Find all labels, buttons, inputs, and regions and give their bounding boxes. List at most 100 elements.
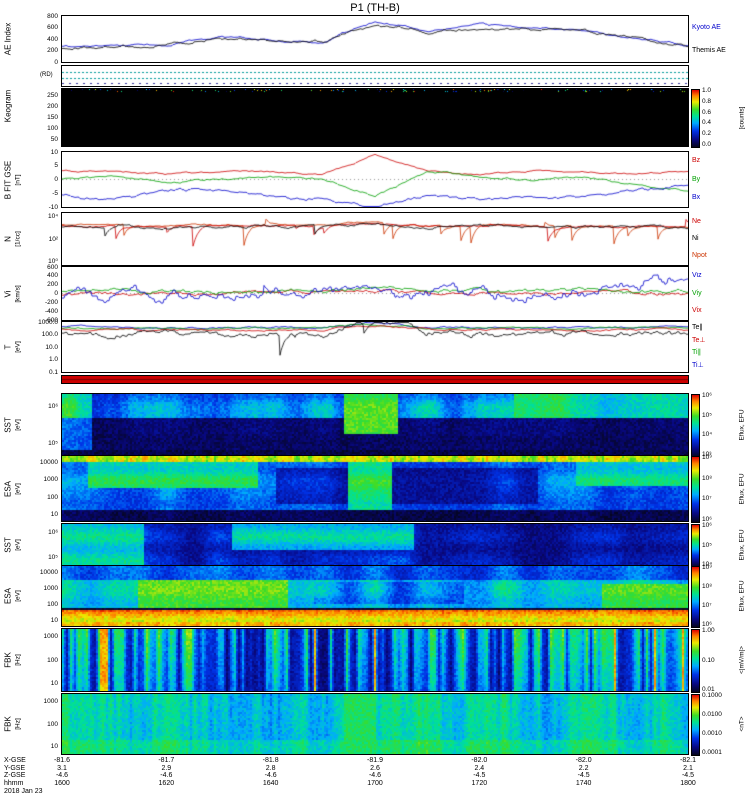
cbar-unit-fbk_e: <|mV/m|> bbox=[738, 646, 746, 674]
legend-temperature-Te: Te⊥ bbox=[692, 336, 706, 344]
axis-value-y-gse-0: 3.1 bbox=[57, 764, 67, 772]
axis-value-y-gse-5: 2.2 bbox=[578, 764, 589, 772]
ylabel-esa_i: ESA bbox=[3, 587, 13, 605]
ytick-esa_e: 1000 bbox=[43, 476, 58, 484]
yunit-esa_e: [eV] bbox=[14, 482, 22, 495]
ylabel-fbk_e: FBK bbox=[3, 652, 13, 668]
sst_e-plot-canvas bbox=[62, 394, 688, 456]
axis-row-label-z-gse: Z-GSE bbox=[4, 772, 26, 779]
ytick-fbk_e: 10 bbox=[50, 680, 58, 688]
ytick-esa_i: 10000 bbox=[39, 568, 58, 576]
esa_e-plot-canvas bbox=[62, 456, 688, 521]
fbk_b-plot-canvas bbox=[62, 694, 688, 754]
cbar-tick-fbk_e: 0.01 bbox=[702, 685, 715, 693]
axis-value-x-gse-2: -81.8 bbox=[262, 757, 279, 764]
cbar-unit-esa_i: Eflux, EFU bbox=[738, 580, 746, 612]
cbar-tick-esa_e: 10⁷ bbox=[702, 495, 712, 503]
axis-value-y-gse-1: 2.9 bbox=[161, 764, 172, 772]
panel-esa_i bbox=[61, 565, 689, 627]
axis-value-x-gse-4: -82.0 bbox=[471, 757, 488, 764]
axis-value-hhmm-3: 1700 bbox=[367, 779, 383, 787]
axis-value-z-gse-0: -4.6 bbox=[55, 772, 69, 779]
ylabel-sst_i: SST bbox=[3, 537, 13, 553]
ytick-esa_e: 100 bbox=[47, 493, 58, 501]
cbar-tick-esa_i: 10⁸ bbox=[702, 583, 712, 591]
cbar-tick-fbk_e: 1.00 bbox=[702, 627, 715, 635]
axis-value-hhmm-4: 1720 bbox=[471, 779, 488, 787]
legend-density-Ne: Ne bbox=[692, 217, 701, 225]
ytick-temperature: 0.1 bbox=[48, 368, 58, 376]
temperature-plot-canvas bbox=[62, 322, 688, 372]
cbar-tick-keogram: 0.4 bbox=[702, 119, 712, 127]
ylabel-velocity: Vi bbox=[3, 290, 13, 297]
ytick-velocity: 400 bbox=[47, 272, 58, 280]
cbar-tick-fbk_b: 0.0100 bbox=[702, 711, 722, 719]
colorbar-fbk_e bbox=[691, 629, 700, 693]
ytick-bfit: 0 bbox=[54, 176, 58, 183]
yunit-fbk_e: [Hz] bbox=[14, 654, 22, 666]
cbar-tick-sst_i: 10⁵ bbox=[702, 541, 712, 549]
cbar-tick-fbk_b: 0.0001 bbox=[702, 748, 722, 756]
axis-value-hhmm-6: 1800 bbox=[680, 779, 696, 787]
ytick-sst_i: 10⁵ bbox=[48, 554, 58, 562]
axis-value-y-gse-4: 2.4 bbox=[474, 764, 485, 772]
ytick-ae: 600 bbox=[47, 24, 58, 31]
panel-bfit bbox=[61, 151, 689, 208]
ytick-keogram: 100 bbox=[47, 124, 58, 132]
cbar-tick-keogram: 0.8 bbox=[702, 97, 712, 105]
yunit-sst_e: [eV] bbox=[14, 419, 22, 431]
cbar-tick-esa_i: 10⁷ bbox=[702, 601, 712, 609]
yunit-fbk_b: [Hz] bbox=[14, 718, 22, 730]
ytick-sst_e: 10⁶ bbox=[48, 402, 58, 410]
axis-value-x-gse-3: -81.9 bbox=[367, 757, 383, 764]
axis-value-x-gse-5: -82.0 bbox=[575, 757, 592, 764]
ytick-velocity: 200 bbox=[47, 281, 58, 289]
axis-value-y-gse-6: 2.1 bbox=[683, 764, 693, 772]
ylabel-fbk_b: FBK bbox=[3, 716, 13, 732]
ytick-temperature: 100.0 bbox=[41, 331, 58, 338]
legend-ae-ThemisAE: Themis AE bbox=[692, 46, 726, 54]
axis-row-label-hhmm: hhmm bbox=[4, 779, 24, 787]
yunit-esa_i: [eV] bbox=[14, 590, 22, 602]
axis-value-hhmm-0: 1600 bbox=[54, 779, 70, 787]
cbar-tick-sst_e: 10⁴ bbox=[702, 431, 713, 439]
axis-value-z-gse-3: -4.6 bbox=[368, 772, 382, 779]
axis-row-label-x-gse: X-GSE bbox=[4, 757, 26, 764]
axis-value-x-gse-1: -81.7 bbox=[158, 757, 175, 764]
cbar-tick-sst_e: 10⁶ bbox=[702, 392, 712, 400]
ae-plot-canvas bbox=[62, 16, 688, 62]
panel-stations bbox=[61, 65, 689, 87]
yunit-velocity: [km/s] bbox=[14, 284, 22, 303]
cbar-tick-esa_i: 10⁶ bbox=[702, 620, 712, 628]
ylabel-ae: AE Index bbox=[3, 22, 13, 56]
ytick-fbk_b: 100 bbox=[47, 720, 58, 728]
ytick-ae: 800 bbox=[47, 12, 58, 20]
cbar-tick-sst_i: 10⁶ bbox=[702, 521, 712, 529]
legend-temperature-Ti: Ti∥ bbox=[692, 349, 702, 357]
cbar-unit-fbk_b: <nT> bbox=[738, 716, 746, 732]
ytick-fbk_b: 10 bbox=[50, 743, 58, 751]
ytick-fbk_b: 1000 bbox=[43, 697, 58, 705]
cbar-tick-esa_e: 10⁹ bbox=[702, 454, 713, 462]
axis-value-hhmm-2: 1640 bbox=[262, 779, 279, 787]
cbar-tick-sst_e: 10³ bbox=[702, 450, 712, 458]
axis-row-label-y-gse: Y-GSE bbox=[4, 764, 26, 772]
ytick-velocity: 600 bbox=[47, 263, 58, 271]
page-title: P1 (TH-B) bbox=[350, 2, 400, 14]
ylabel-density: N bbox=[3, 236, 13, 242]
ytick-fbk_e: 100 bbox=[47, 656, 58, 664]
keogram-plot-canvas bbox=[62, 89, 688, 146]
ytick-temperature: 10.0 bbox=[45, 343, 58, 351]
ytick-esa_i: 100 bbox=[47, 600, 58, 608]
yunit-density: [1/cc] bbox=[14, 231, 22, 247]
density-plot-canvas bbox=[62, 213, 688, 265]
cbar-tick-keogram: 0.6 bbox=[702, 108, 712, 116]
legend-velocity-Viy: Viy bbox=[692, 289, 702, 297]
legend-ae-KyotoAE: Kyoto AE bbox=[692, 23, 721, 31]
ytick-keogram: 250 bbox=[47, 92, 58, 100]
axis-value-z-gse-5: -4.5 bbox=[577, 772, 590, 779]
axis-value-z-gse-6: -4.5 bbox=[681, 772, 695, 779]
panel-fbk_b bbox=[61, 693, 689, 755]
ytick-esa_e: 10 bbox=[50, 511, 58, 518]
sst_i-plot-canvas bbox=[62, 524, 688, 566]
